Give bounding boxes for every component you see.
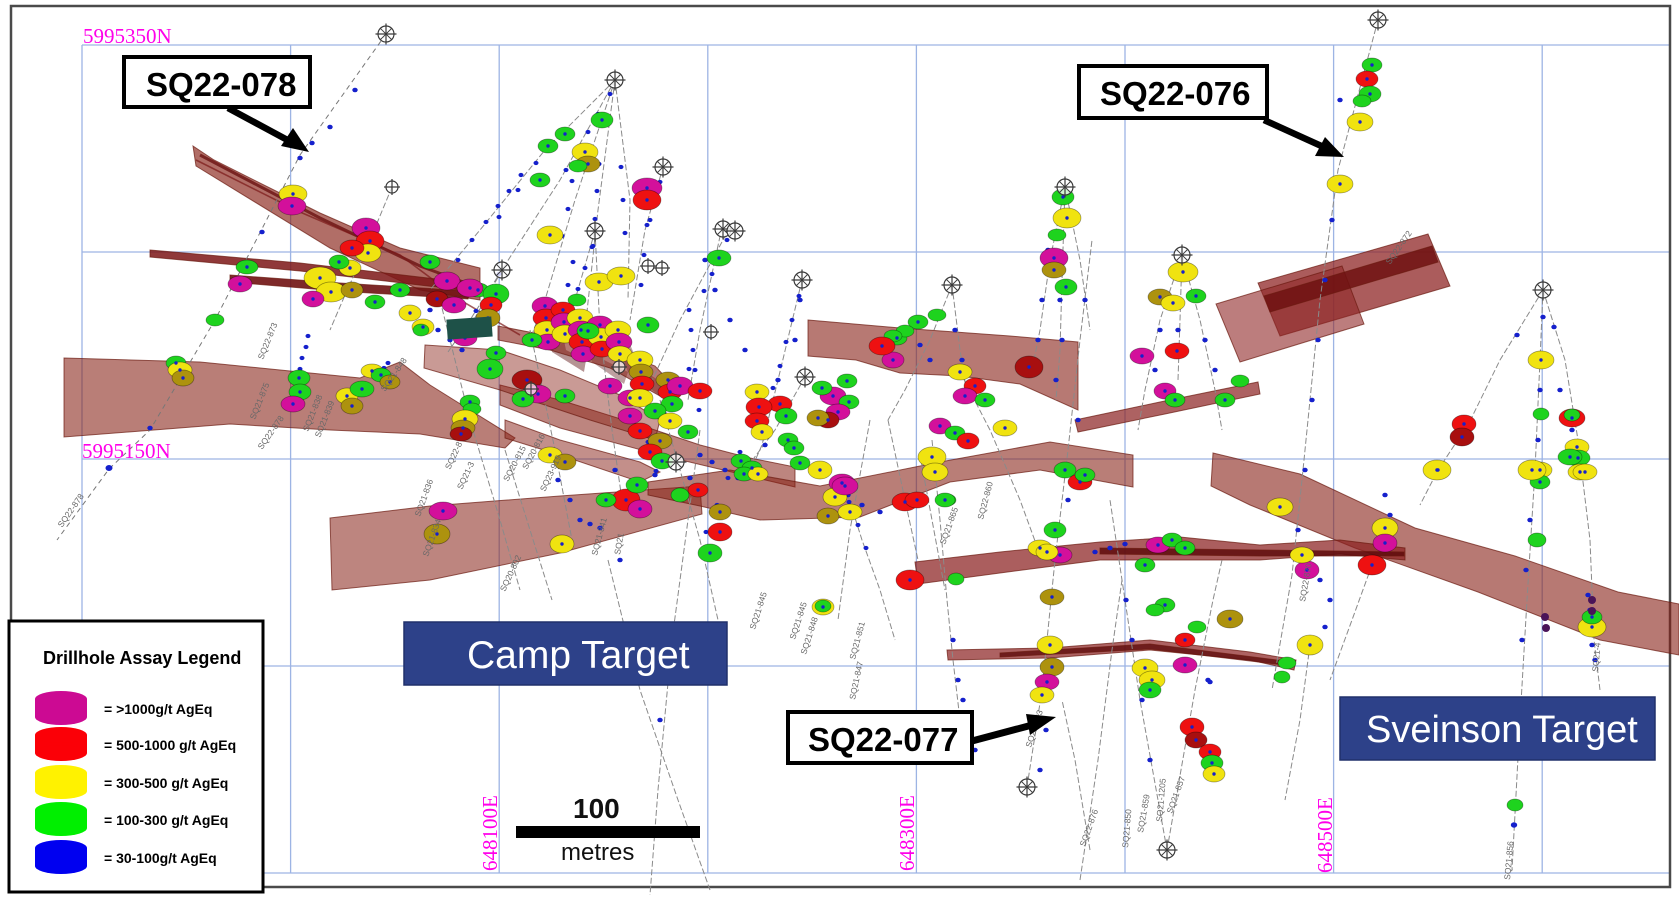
svg-text:SQ21: SQ21 [612,532,626,555]
svg-text:Sveinson Target: Sveinson Target [1366,709,1638,751]
svg-text:SQ21-4: SQ21-4 [1590,642,1603,672]
svg-text:= 30-100g/t AgEq: = 30-100g/t AgEq [104,850,217,866]
svg-text:648500E: 648500E [1313,797,1337,873]
svg-text:SQ22-076: SQ22-076 [1100,75,1250,112]
svg-text:= >1000g/t AgEq: = >1000g/t AgEq [104,701,212,717]
svg-text:SQ22-077: SQ22-077 [808,721,958,758]
svg-text:Drillhole Assay Legend: Drillhole Assay Legend [43,648,241,668]
svg-text:Camp Target: Camp Target [467,634,690,677]
svg-text:100: 100 [573,793,620,824]
svg-text:5995150N: 5995150N [82,439,171,463]
svg-text:= 300-500 g/t AgEq: = 300-500 g/t AgEq [104,775,228,791]
svg-text:= 500-1000 g/t AgEq: = 500-1000 g/t AgEq [104,737,236,753]
svg-text:metres: metres [561,839,634,866]
svg-text:5995350N: 5995350N [83,24,172,48]
svg-text:648100E: 648100E [478,795,502,871]
svg-text:= 100-300 g/t AgEq: = 100-300 g/t AgEq [104,812,228,828]
svg-text:648300E: 648300E [895,795,919,871]
svg-text:SQ21-850: SQ21-850 [1120,808,1133,848]
svg-text:SQ22-078: SQ22-078 [146,66,296,103]
svg-text:SQ21-856: SQ21-856 [1502,840,1515,880]
svg-text:SQ21-1205: SQ21-1205 [1154,778,1168,822]
